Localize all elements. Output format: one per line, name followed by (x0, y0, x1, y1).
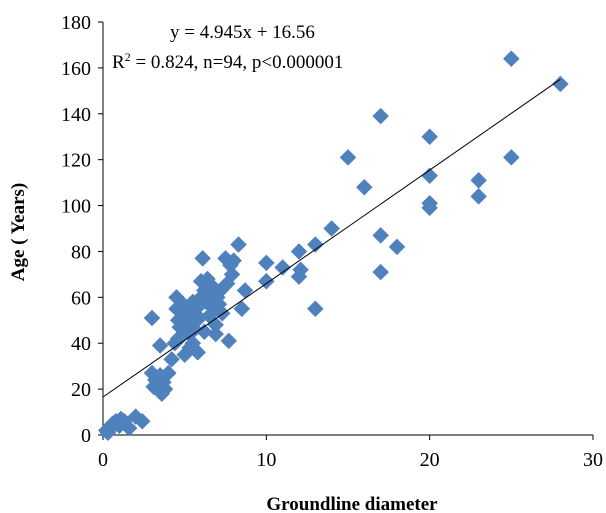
data-point (257, 254, 275, 272)
data-point (257, 272, 275, 290)
x-tick-label: 0 (98, 449, 108, 471)
y-tick-label: 180 (61, 12, 91, 34)
x-ticks: 0 10 20 30 (98, 435, 603, 471)
data-point (207, 325, 225, 343)
data-point (502, 50, 520, 68)
y-tick-label: 120 (61, 150, 91, 172)
trendline-equation: y = 4.945x + 16.56 (170, 22, 315, 43)
trendline (102, 78, 561, 398)
data-point (290, 243, 308, 260)
r-squared-annotation: R2 = 0.824, n=94, p<0.000001 (112, 50, 343, 73)
y-tick-label: 40 (71, 333, 91, 355)
data-point (225, 252, 243, 269)
axes (102, 22, 593, 436)
data-point (133, 412, 151, 430)
data-point (156, 380, 174, 398)
y-tick-label: 60 (71, 287, 91, 309)
data-point (151, 337, 169, 354)
data-point (355, 178, 373, 196)
data-point (120, 419, 138, 437)
y-tick-label: 80 (71, 241, 91, 263)
data-point (323, 220, 341, 237)
r2-rest: = 0.824, n=94, p<0.000001 (131, 52, 344, 73)
x-tick-label: 20 (420, 449, 440, 471)
data-point (502, 149, 520, 166)
data-point (223, 266, 241, 283)
data-point (551, 75, 569, 93)
data-point (181, 339, 198, 357)
data-point (372, 107, 390, 125)
data-point (421, 128, 439, 146)
data-point (163, 350, 180, 368)
y-tick-label: 100 (61, 196, 91, 218)
data-point (388, 238, 406, 256)
data-point (233, 300, 251, 318)
data-point (220, 332, 238, 350)
data-point (230, 236, 247, 253)
data-point (421, 167, 439, 185)
x-axis-title: Groundline diameter (266, 494, 438, 513)
data-point (470, 188, 488, 205)
data-point (274, 259, 292, 276)
y-tick-label: 160 (61, 58, 91, 80)
x-tick-label: 30 (583, 449, 603, 471)
data-point (159, 364, 177, 382)
r2-prefix: R (112, 52, 125, 73)
y-tick-label: 0 (81, 425, 91, 447)
data-point (306, 300, 324, 318)
data-point (292, 261, 309, 279)
data-point (470, 171, 488, 189)
y-axis-title: Age ( Years) (8, 183, 29, 281)
data-point (236, 282, 254, 299)
y-tick-label: 140 (61, 104, 91, 126)
data-points (97, 50, 569, 442)
r2-superscript: 2 (125, 50, 131, 64)
data-point (195, 323, 213, 341)
data-point (372, 227, 390, 244)
data-point (372, 263, 390, 281)
data-point (306, 236, 324, 253)
data-point (339, 149, 357, 166)
x-tick-label: 10 (256, 449, 276, 471)
data-point (421, 199, 439, 217)
data-point (143, 309, 161, 327)
data-point (194, 249, 211, 267)
y-ticks: 0 20 40 60 80 100 120 140 160 180 (61, 12, 103, 447)
y-tick-label: 20 (71, 379, 91, 401)
